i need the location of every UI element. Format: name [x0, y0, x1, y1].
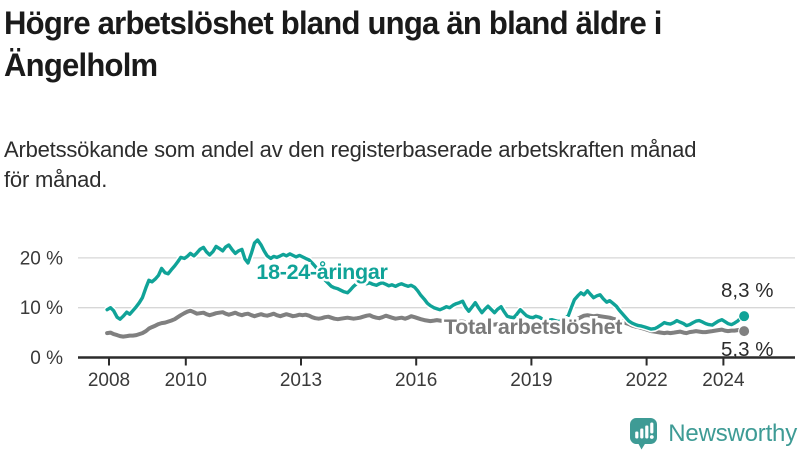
series-end-value-label: 8,3 %	[721, 279, 773, 302]
series-end-dot	[738, 310, 751, 323]
page-title-line1: Högre arbetslöshet bland unga än bland ä…	[4, 5, 662, 41]
x-tick-label: 2024	[702, 370, 745, 391]
page-title-line2: Ängelholm	[4, 47, 158, 83]
series-label: Total arbetslöshet	[444, 315, 622, 339]
series-label: 18-24-åringar	[256, 260, 388, 284]
x-tick-label: 2019	[510, 370, 552, 391]
newsworthy-logo: Newsworthy	[629, 417, 797, 450]
x-tick-label: 2008	[88, 370, 130, 391]
x-tick-label: 2010	[165, 370, 207, 391]
series-line-18-24	[105, 238, 746, 331]
y-tick-label: 0 %	[30, 348, 63, 369]
page-title: Högre arbetslöshet bland unga än bland ä…	[4, 2, 772, 86]
x-tick-label: 2022	[625, 370, 667, 391]
chart-subtitle: Arbetssökande som andel av den registerb…	[4, 135, 796, 195]
series-end-dot	[738, 325, 751, 338]
bar-chart-speech-bubble-icon	[630, 418, 658, 450]
x-tick-label: 2013	[280, 370, 322, 391]
x-tick-label: 2016	[395, 370, 437, 391]
chart-subtitle-line1: Arbetssökande som andel av den registerb…	[4, 137, 697, 162]
y-tick-label: 20 %	[20, 248, 63, 269]
chart-subtitle-line2: för månad.	[4, 167, 108, 192]
series-end-value-label: 5,3 %	[721, 338, 773, 361]
y-tick-label: 10 %	[20, 298, 63, 319]
newsworthy-logo-text: Newsworthy	[668, 419, 797, 447]
